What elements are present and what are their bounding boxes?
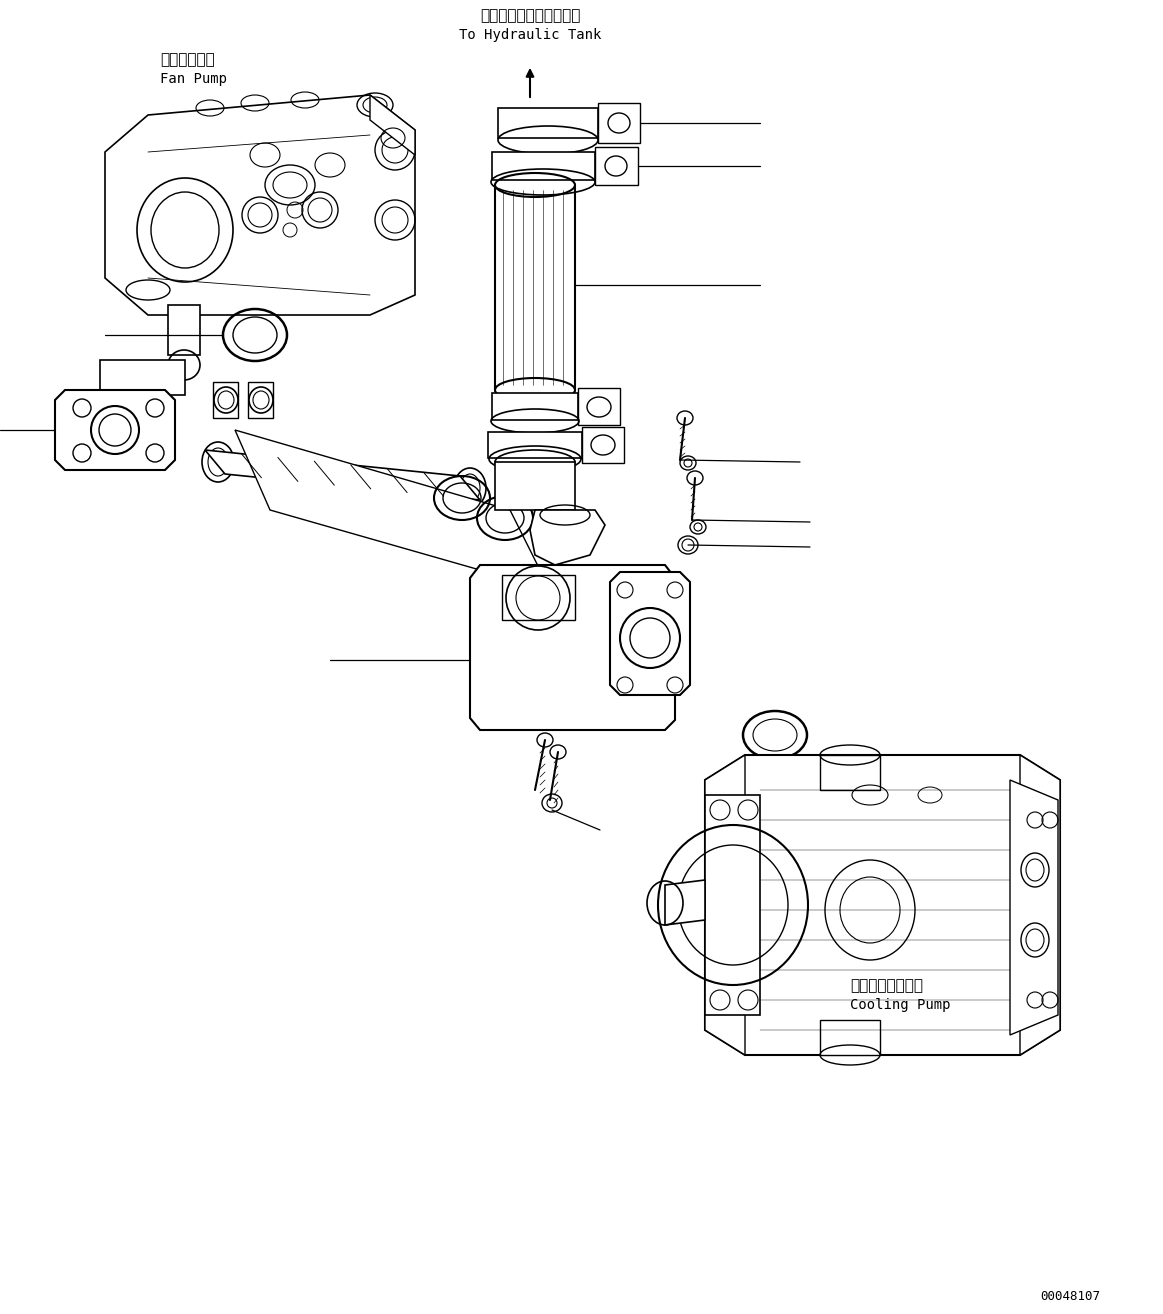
Polygon shape bbox=[248, 382, 273, 418]
Polygon shape bbox=[705, 756, 745, 1055]
Polygon shape bbox=[492, 393, 578, 420]
Text: ファンポンプ: ファンポンプ bbox=[160, 53, 215, 67]
Polygon shape bbox=[530, 510, 605, 565]
Polygon shape bbox=[167, 305, 200, 355]
Polygon shape bbox=[205, 449, 480, 501]
Text: クーリングポンプ: クーリングポンプ bbox=[850, 978, 923, 993]
Ellipse shape bbox=[680, 456, 695, 470]
Polygon shape bbox=[820, 1020, 880, 1055]
Polygon shape bbox=[488, 432, 582, 459]
Polygon shape bbox=[498, 108, 598, 138]
Text: 00048107: 00048107 bbox=[1040, 1290, 1100, 1303]
Polygon shape bbox=[370, 95, 415, 155]
Text: Fan Pump: Fan Pump bbox=[160, 72, 227, 85]
Ellipse shape bbox=[690, 520, 706, 533]
Polygon shape bbox=[598, 102, 640, 143]
Polygon shape bbox=[582, 427, 625, 463]
Polygon shape bbox=[578, 388, 620, 424]
Polygon shape bbox=[611, 572, 690, 695]
Polygon shape bbox=[470, 565, 675, 731]
Polygon shape bbox=[1020, 756, 1059, 1055]
Polygon shape bbox=[705, 756, 1059, 1055]
Polygon shape bbox=[665, 880, 705, 925]
Text: To Hydraulic Tank: To Hydraulic Tank bbox=[459, 28, 601, 42]
Polygon shape bbox=[213, 382, 238, 418]
Polygon shape bbox=[235, 430, 550, 590]
Polygon shape bbox=[492, 152, 595, 180]
Polygon shape bbox=[105, 95, 415, 315]
Polygon shape bbox=[495, 463, 575, 510]
Text: ハイドロリックタンクへ: ハイドロリックタンクへ bbox=[480, 8, 580, 24]
Polygon shape bbox=[1009, 781, 1058, 1035]
Polygon shape bbox=[100, 360, 185, 396]
Polygon shape bbox=[55, 390, 174, 470]
Polygon shape bbox=[820, 756, 880, 790]
Polygon shape bbox=[502, 576, 575, 620]
Polygon shape bbox=[705, 795, 759, 1014]
Ellipse shape bbox=[825, 859, 915, 961]
Text: Cooling Pump: Cooling Pump bbox=[850, 999, 950, 1012]
Polygon shape bbox=[595, 147, 638, 185]
